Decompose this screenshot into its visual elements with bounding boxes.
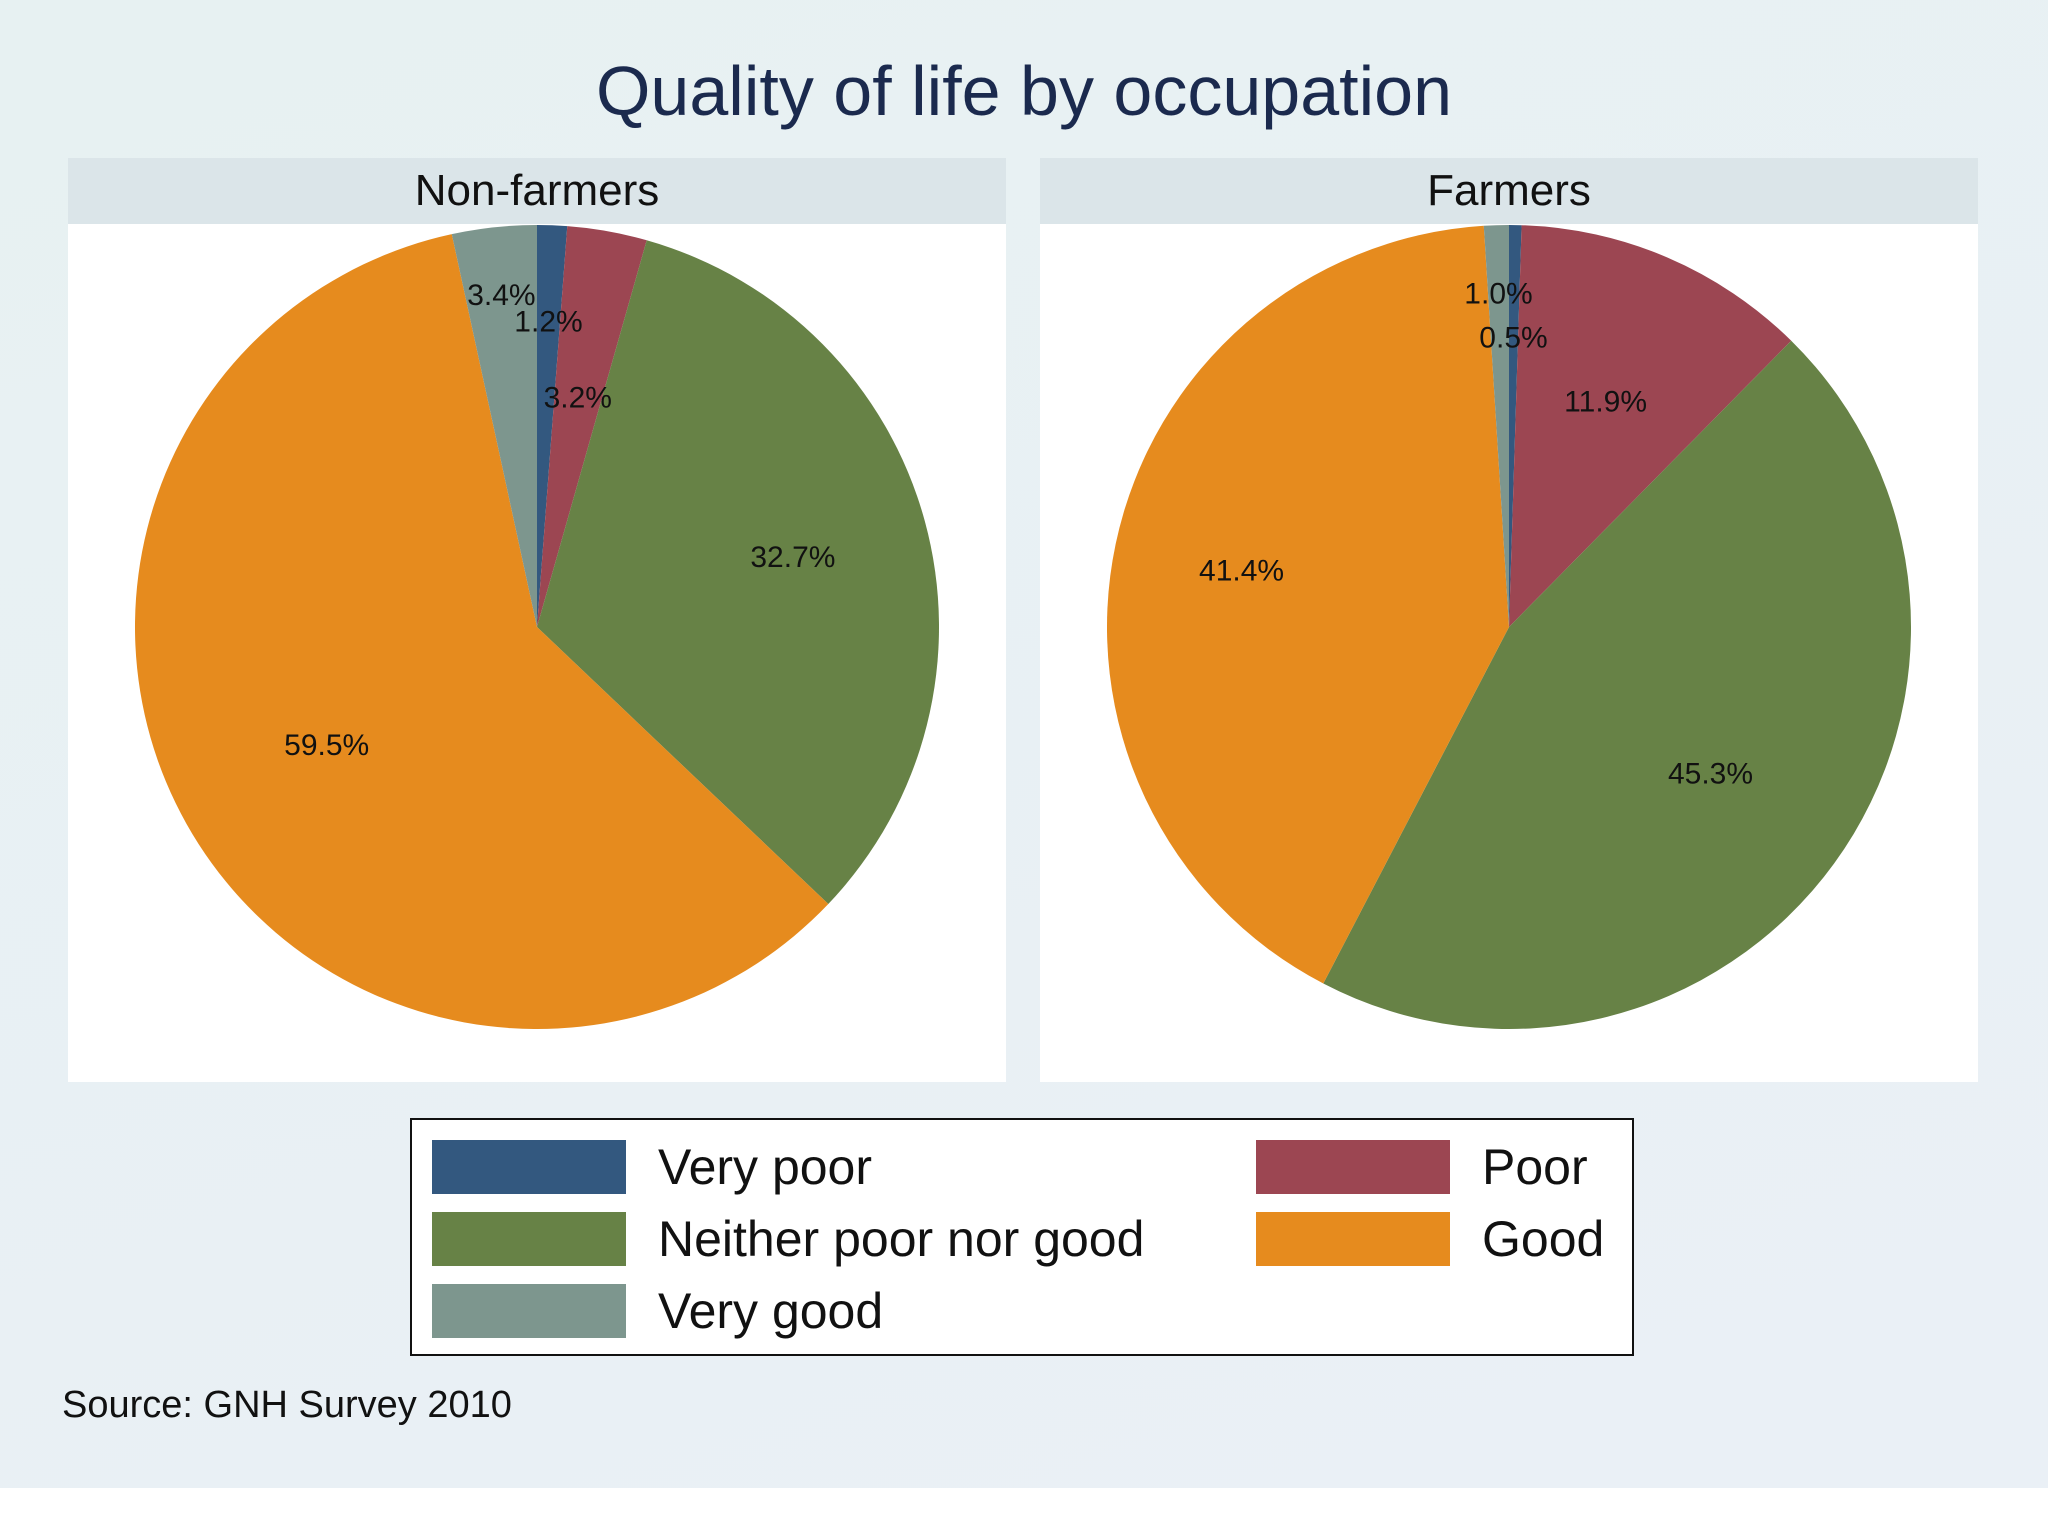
slice-label-neither-poor-nor-good: 45.3% [1668,758,1753,791]
pie-slice-good [134,234,829,1030]
legend-label: Very poor [658,1139,873,1195]
legend-swatch [432,1284,626,1338]
pie-panel-non-farmers: Non-farmers 1.2% 3.2% 32.7% 59.5% 3.4% [68,158,1006,1082]
pie-slice-neither-poor-nor-good [537,240,940,905]
legend-label: Very good [658,1283,884,1339]
pie-slice-very-poor [1509,225,1522,627]
pie-chart-farmers: 0.5% 11.9% 45.3% 41.4% 1.0% [1106,225,1912,1030]
legend-label: Neither poor nor good [658,1211,1145,1267]
pie-slice-very-good [1483,225,1509,627]
pie-slice-good [1106,225,1509,984]
legend-swatch [1256,1212,1450,1266]
legend-swatch [432,1140,626,1194]
pie-slice-poor [537,226,647,627]
legend-swatch [432,1212,626,1266]
legend-label: Poor [1482,1139,1588,1195]
panel-title: Non-farmers [68,158,1006,224]
panel-title: Farmers [1040,158,1978,224]
pie-chart-non-farmers: 1.2% 3.2% 32.7% 59.5% 3.4% [134,225,940,1030]
pie-slice-neither-poor-nor-good [1323,340,1912,1030]
slice-label-very-good: 1.0% [1464,278,1532,311]
legend-swatch [1256,1140,1450,1194]
source-note: Source: GNH Survey 2010 [62,1384,512,1426]
slice-label-very-poor: 1.2% [514,306,582,339]
pie-slice-very-poor [537,225,568,627]
pie-slice-poor [1509,225,1792,627]
pie-panel-farmers: Farmers 0.5% 11.9% 45.3% 41.4% 1.0% [1040,158,1978,1082]
chart-canvas: Quality of life by occupation Non-farmer… [0,0,2048,1488]
pie-slice-very-good [451,225,537,627]
slice-label-neither-poor-nor-good: 32.7% [750,541,835,574]
slice-label-poor: 11.9% [1564,386,1647,419]
legend: Very poor Poor Neither poor nor good Goo… [410,1118,1634,1356]
slice-label-good: 41.4% [1199,554,1284,587]
slice-label-very-poor: 0.5% [1479,322,1547,355]
legend-label: Good [1482,1211,1605,1267]
slice-label-poor: 3.2% [544,381,612,414]
chart-title: Quality of life by occupation [595,52,1453,130]
slice-label-very-good: 3.4% [467,279,535,312]
slice-label-good: 59.5% [284,729,369,762]
